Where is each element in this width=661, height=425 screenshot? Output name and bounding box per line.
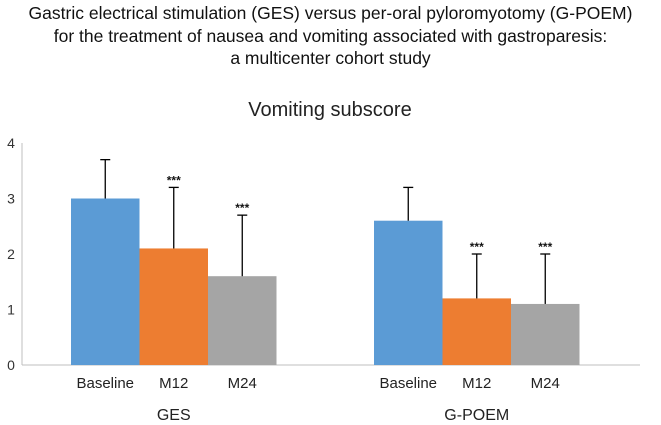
category-label: Baseline [76, 375, 134, 392]
bar-g-poem-m24 [511, 303, 580, 365]
header-line-2: for the treatment of nausea and vomiting… [53, 25, 608, 46]
significance-marker: *** [167, 173, 181, 187]
category-label: M24 [228, 375, 257, 392]
bar-g-poem-m12 [442, 298, 511, 365]
bar-ges-baseline [71, 198, 140, 365]
y-tick-label: 1 [7, 302, 15, 318]
chart-labels: Baseline *** M12 *** M24 GES Baseline *** M12 ***… [76, 173, 559, 424]
category-label: M12 [159, 375, 188, 392]
group-label: GES [157, 407, 191, 424]
y-tick-label: 3 [7, 191, 15, 207]
category-label: M24 [531, 375, 560, 392]
bar-g-poem-baseline [374, 220, 443, 365]
header-line-1: Gastric electrical stimulation (GES) ver… [28, 3, 633, 23]
category-label: M12 [462, 375, 491, 392]
y-tick-label: 0 [7, 357, 15, 373]
chart-bars [71, 158, 580, 365]
chart-title: Vomiting subscore [248, 99, 411, 121]
significance-marker: *** [538, 240, 552, 254]
y-tick-label: 2 [7, 246, 15, 262]
header-line-3: a multicenter cohort study [230, 48, 431, 68]
bar-ges-m24 [208, 276, 277, 365]
category-label: Baseline [379, 375, 437, 392]
significance-marker: *** [235, 201, 249, 215]
significance-marker: *** [470, 240, 484, 254]
group-label: G-POEM [444, 407, 509, 424]
bar-ges-m12 [139, 248, 208, 365]
figure-header: Gastric electrical stimulation (GES) ver… [0, 0, 661, 70]
y-tick-label: 4 [7, 135, 15, 151]
